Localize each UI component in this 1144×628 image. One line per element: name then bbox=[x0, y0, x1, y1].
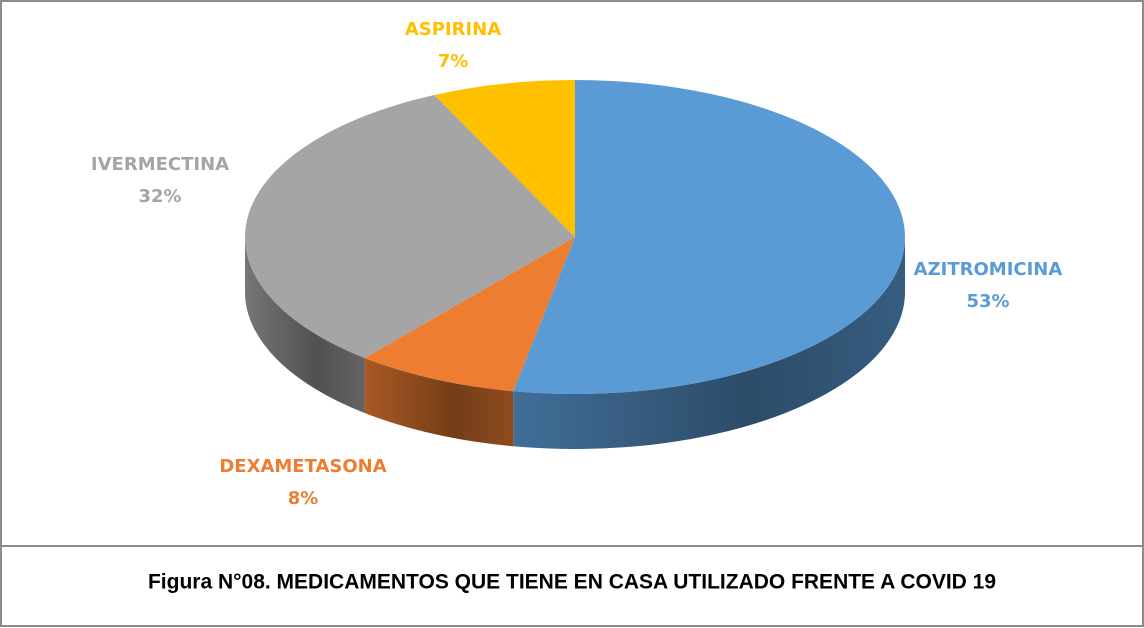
slice bbox=[513, 80, 906, 394]
caption: Figura N°08. MEDICAMENTOS QUE TIENE EN C… bbox=[148, 571, 996, 594]
slice-side-shade bbox=[245, 237, 365, 413]
value-label: 7% bbox=[438, 51, 469, 72]
value-label: 32% bbox=[138, 186, 181, 207]
slice bbox=[244, 94, 576, 358]
category-label: DEXAMETASONA bbox=[219, 456, 386, 477]
caption-frame bbox=[0, 545, 1144, 627]
category-label: AZITROMICINA bbox=[914, 259, 1063, 280]
slice bbox=[364, 237, 575, 392]
slice-side-shade bbox=[513, 237, 905, 449]
value-label: 53% bbox=[966, 291, 1009, 312]
slice-side-shade bbox=[364, 357, 514, 447]
category-label: IVERMECTINA bbox=[91, 154, 229, 175]
slice bbox=[434, 80, 575, 237]
value-label: 8% bbox=[288, 488, 319, 509]
category-label: ASPIRINA bbox=[405, 19, 501, 40]
